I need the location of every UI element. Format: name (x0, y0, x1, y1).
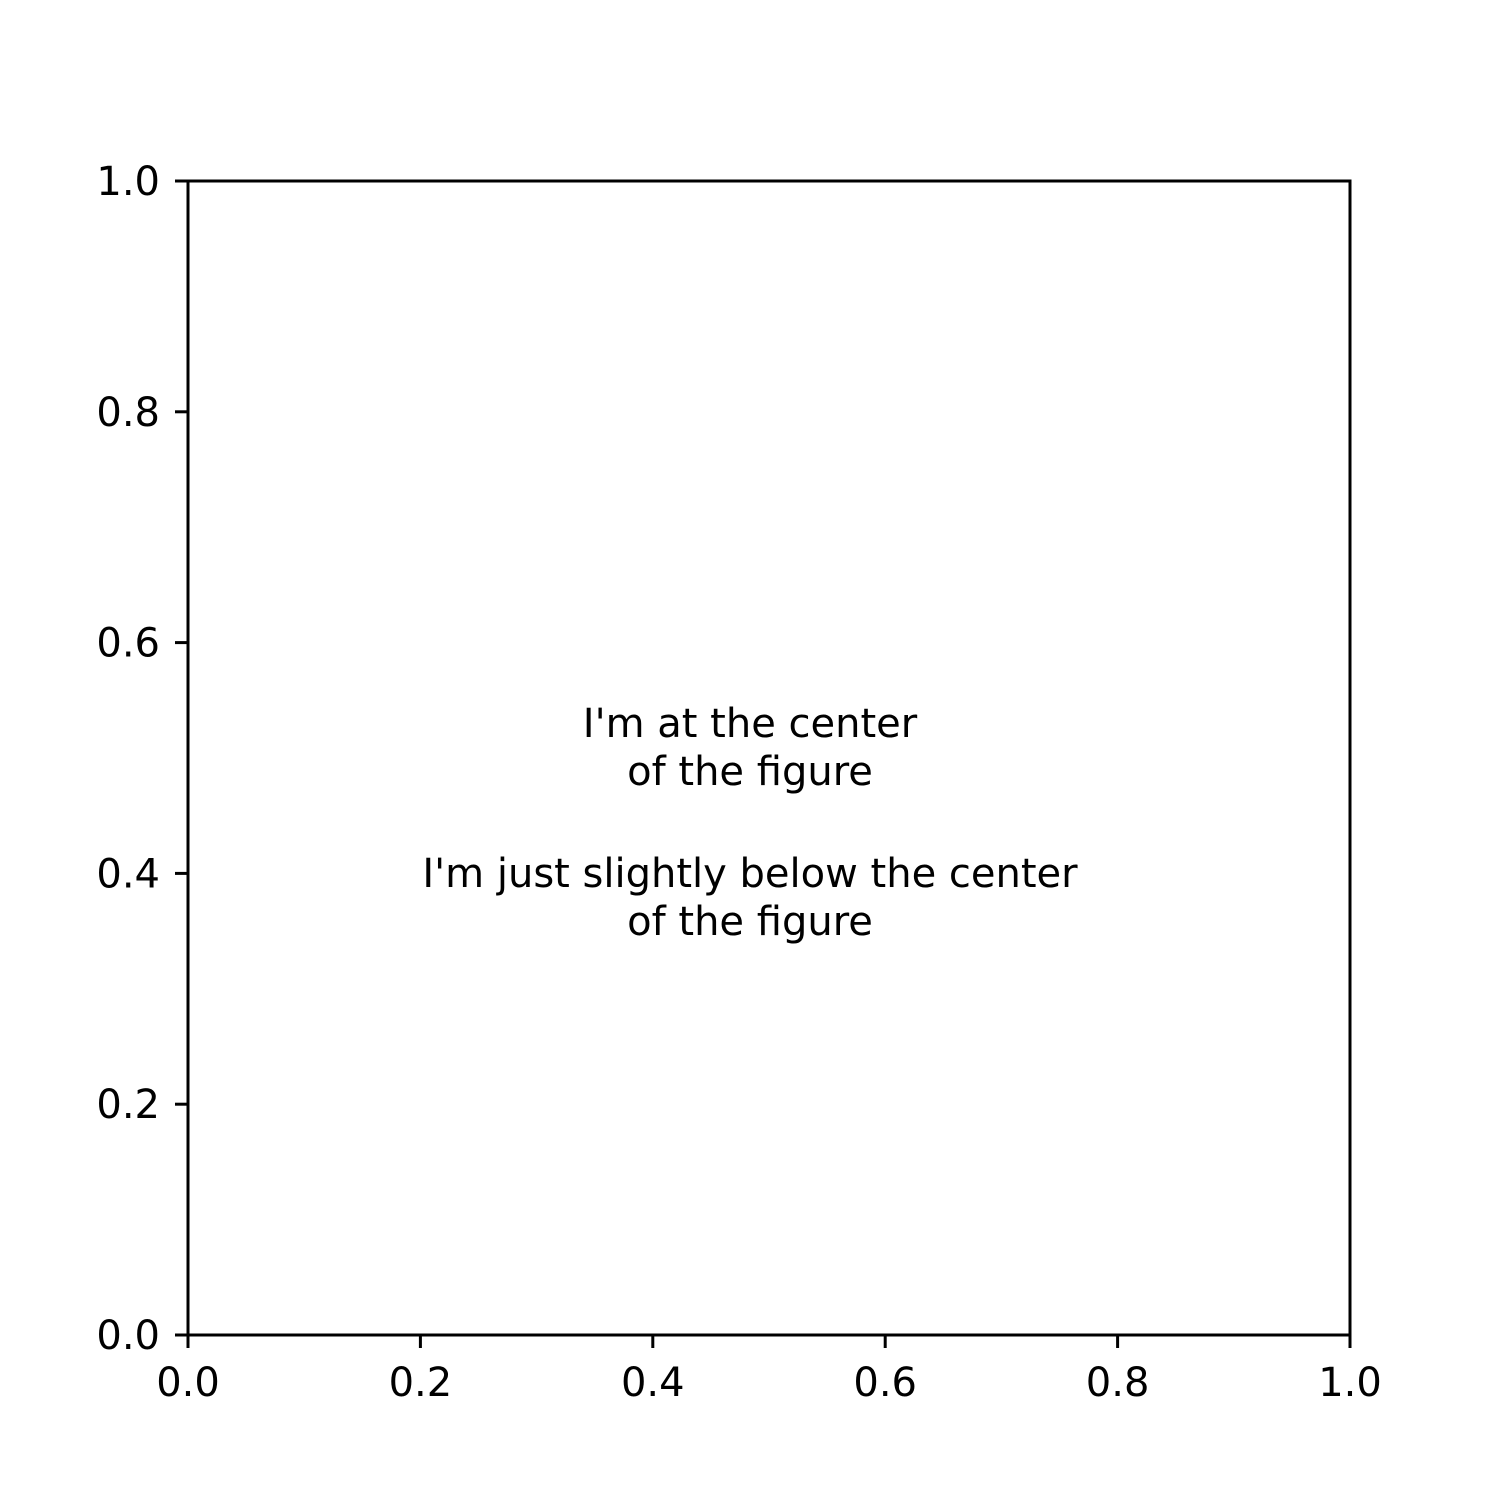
x-tick-label: 0.0 (156, 1360, 220, 1406)
x-tick-label: 1.0 (1318, 1360, 1382, 1406)
x-tick-label: 0.6 (853, 1360, 917, 1406)
x-tick-label: 0.2 (389, 1360, 453, 1406)
y-tick-label: 0.2 (96, 1082, 160, 1128)
x-tick-label: 0.4 (621, 1360, 685, 1406)
annotation-center: I'm at the center of the figure (583, 701, 918, 795)
x-tick-label: 0.8 (1086, 1360, 1150, 1406)
annotation-center-line: I'm at the center (583, 701, 918, 747)
x-axis-ticks: 0.0 0.2 0.4 0.6 0.8 1.0 (156, 1335, 1382, 1406)
annotation-center-line: of the figure (627, 749, 873, 795)
annotation-below-center-line: of the figure (627, 899, 873, 945)
y-tick-label: 0.0 (96, 1313, 160, 1359)
y-tick-label: 0.8 (96, 390, 160, 436)
y-tick-label: 0.6 (96, 621, 160, 667)
annotation-below-center: I'm just slightly below the center of the… (422, 851, 1078, 945)
plot-frame (186, 179, 1352, 1337)
y-tick-label: 1.0 (96, 159, 160, 205)
annotation-below-center-line: I'm just slightly below the center (422, 851, 1078, 897)
y-axis-ticks: 0.0 0.2 0.4 0.6 0.8 1.0 (96, 159, 188, 1359)
y-tick-label: 0.4 (96, 851, 160, 897)
